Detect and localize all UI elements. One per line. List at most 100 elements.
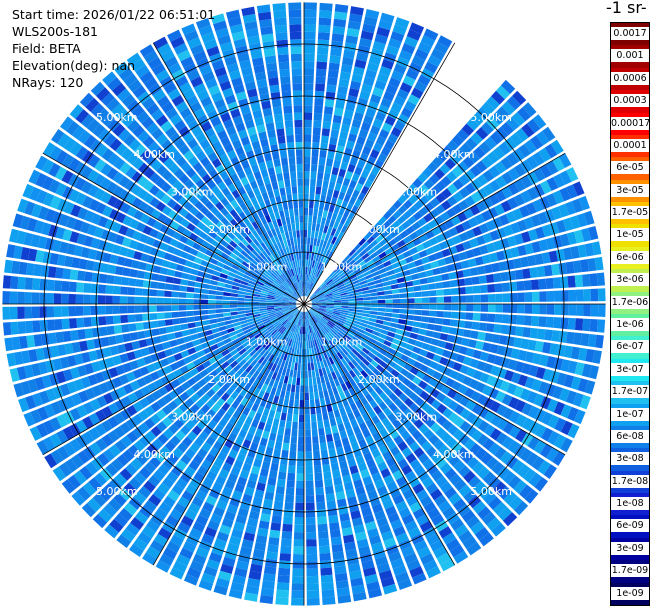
radar-gate xyxy=(355,312,363,316)
radar-gate xyxy=(412,376,422,386)
radar-gate xyxy=(266,551,278,561)
radar-gate xyxy=(224,320,233,326)
radar-gate xyxy=(584,380,596,395)
radar-gate xyxy=(87,497,102,513)
radar-gate xyxy=(315,354,320,362)
radar-gate xyxy=(316,238,321,247)
radar-gate xyxy=(314,269,319,277)
radar-gate xyxy=(479,284,488,294)
radar-gate xyxy=(300,311,303,320)
radar-gate xyxy=(344,345,352,354)
radar-gate xyxy=(560,437,573,453)
radar-gate xyxy=(430,48,446,61)
radar-gate xyxy=(238,241,246,250)
radar-gate xyxy=(348,341,356,349)
radar-gate xyxy=(374,323,383,329)
radar-gate xyxy=(195,211,205,221)
radar-gate xyxy=(260,273,268,280)
radar-gate xyxy=(308,340,311,349)
range-label: 2.00km xyxy=(358,223,400,236)
radar-gate xyxy=(149,456,162,469)
radar-gate xyxy=(481,101,495,115)
radar-gate xyxy=(363,331,372,337)
radar-gate xyxy=(401,464,413,476)
radar-gate xyxy=(368,425,378,435)
radar-gate xyxy=(133,349,143,359)
radar-gate xyxy=(135,221,146,233)
radar-gate xyxy=(144,430,157,442)
radar-gate xyxy=(304,222,308,231)
radar-gate xyxy=(464,195,476,207)
radar-gate xyxy=(310,230,315,239)
radar-gate xyxy=(20,380,32,395)
radar-gate xyxy=(464,320,473,329)
radar-gate xyxy=(193,293,202,299)
radar-gate xyxy=(211,185,221,196)
radar-gate xyxy=(102,448,116,462)
radar-gate xyxy=(278,287,285,293)
radar-gate xyxy=(420,401,431,412)
radar-gate xyxy=(572,392,584,407)
radar-gate xyxy=(368,441,378,452)
radar-gate xyxy=(118,128,131,142)
radar-gate xyxy=(82,481,97,496)
radar-gate xyxy=(259,398,267,408)
radar-gate xyxy=(322,464,331,473)
radar-gate xyxy=(292,83,302,91)
radar-gate xyxy=(333,310,341,314)
radar-gate xyxy=(120,148,133,161)
radar-gate xyxy=(321,582,334,591)
radar-gate xyxy=(220,392,230,402)
radar-gate xyxy=(125,463,138,476)
radar-gate xyxy=(285,279,291,287)
radar-gate xyxy=(381,325,390,331)
radar-gate xyxy=(442,396,453,407)
radar-gate xyxy=(186,286,195,293)
radar-gate xyxy=(393,408,403,418)
radar-gate xyxy=(323,315,330,321)
radar-gate xyxy=(75,146,89,160)
radar-gate xyxy=(358,276,367,283)
radar-gate xyxy=(381,417,391,427)
radar-gate xyxy=(151,273,160,281)
radar-gate xyxy=(42,420,55,435)
radar-gate xyxy=(91,457,104,471)
radar-gate xyxy=(444,158,456,170)
radar-gate xyxy=(541,427,554,442)
radar-gate xyxy=(285,312,292,318)
radar-gate xyxy=(318,530,329,540)
radar-gate xyxy=(377,304,386,308)
radar-gate xyxy=(412,279,421,286)
radar-gate xyxy=(264,55,277,65)
radar-gate xyxy=(334,439,343,448)
radar-gate xyxy=(257,244,265,253)
radar-gate xyxy=(482,197,494,209)
radar-gate xyxy=(263,368,271,377)
radar-gate xyxy=(354,198,363,208)
radar-gate xyxy=(386,269,396,276)
radar-gate xyxy=(384,294,393,299)
radar-gate xyxy=(169,567,185,580)
radar-gate xyxy=(107,416,119,429)
radar-gate xyxy=(273,280,281,287)
radar-gate xyxy=(105,379,116,391)
radar-gate xyxy=(479,141,492,155)
radar-gate xyxy=(305,480,314,489)
radar-gate xyxy=(310,283,316,291)
radar-gate xyxy=(55,267,64,279)
radar-gate xyxy=(340,64,353,74)
radar-gate xyxy=(32,320,41,333)
radar-gate xyxy=(325,381,332,390)
radar-gate xyxy=(235,328,244,335)
radar-gate xyxy=(95,409,107,422)
radar-gate xyxy=(178,126,191,138)
radar-gate xyxy=(369,149,380,159)
radar-gate xyxy=(409,501,422,513)
radar-gate xyxy=(402,330,411,338)
radar-gate xyxy=(286,338,291,346)
radar-gate xyxy=(353,375,361,385)
radar-gate xyxy=(531,291,540,302)
radar-gate xyxy=(281,217,287,226)
radar-gate xyxy=(319,10,332,19)
radar-gate xyxy=(155,177,166,189)
